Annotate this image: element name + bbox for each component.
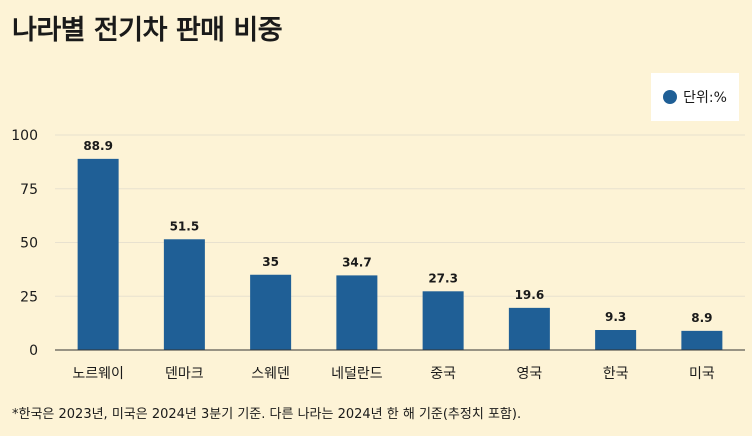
x-tick-label: 노르웨이 xyxy=(72,366,124,382)
bar xyxy=(336,275,378,350)
gridlines xyxy=(55,134,745,297)
bar xyxy=(250,274,292,350)
value-labels: 88.9 51.5 35 34.7 27.3 19.6 9.3 8.9 xyxy=(83,139,712,325)
value-label: 51.5 xyxy=(170,219,200,233)
x-axis-ticks: 노르웨이 덴마크 스웨덴 네덜란드 중국 영국 한국 미국 xyxy=(72,366,715,382)
chart-title: 나라별 전기차 판매 비중 xyxy=(12,15,283,46)
bar xyxy=(681,330,723,350)
y-axis-ticks: 0 25 50 75 100 xyxy=(11,128,38,359)
bar xyxy=(422,291,464,350)
x-tick-label: 중국 xyxy=(430,366,456,382)
bar xyxy=(508,307,550,350)
bar xyxy=(595,330,637,350)
legend: 단위:% xyxy=(651,73,739,121)
y-tick-label: 25 xyxy=(20,289,38,305)
value-label: 34.7 xyxy=(342,255,372,269)
legend-swatch xyxy=(663,90,678,104)
value-label: 35 xyxy=(262,255,279,269)
value-label: 88.9 xyxy=(83,139,113,153)
x-tick-label: 덴마크 xyxy=(165,366,204,382)
value-label: 9.3 xyxy=(605,310,626,324)
value-label: 8.9 xyxy=(691,311,712,325)
y-tick-label: 100 xyxy=(11,128,38,144)
y-tick-label: 75 xyxy=(20,182,38,198)
bars xyxy=(77,158,723,350)
value-label: 19.6 xyxy=(515,288,545,302)
footnote: *한국은 2023년, 미국은 2024년 3분기 기준. 다른 나라는 202… xyxy=(12,407,522,422)
y-tick-label: 0 xyxy=(29,343,38,359)
bar xyxy=(163,239,205,350)
value-label: 27.3 xyxy=(428,271,458,285)
x-tick-label: 스웨덴 xyxy=(251,366,290,382)
x-tick-label: 영국 xyxy=(516,366,542,382)
x-tick-label: 미국 xyxy=(689,366,715,382)
y-tick-label: 50 xyxy=(20,236,38,252)
legend-label: 단위:% xyxy=(683,90,727,106)
bar xyxy=(77,158,119,350)
x-tick-label: 네덜란드 xyxy=(331,366,383,382)
x-tick-label: 한국 xyxy=(603,366,629,382)
